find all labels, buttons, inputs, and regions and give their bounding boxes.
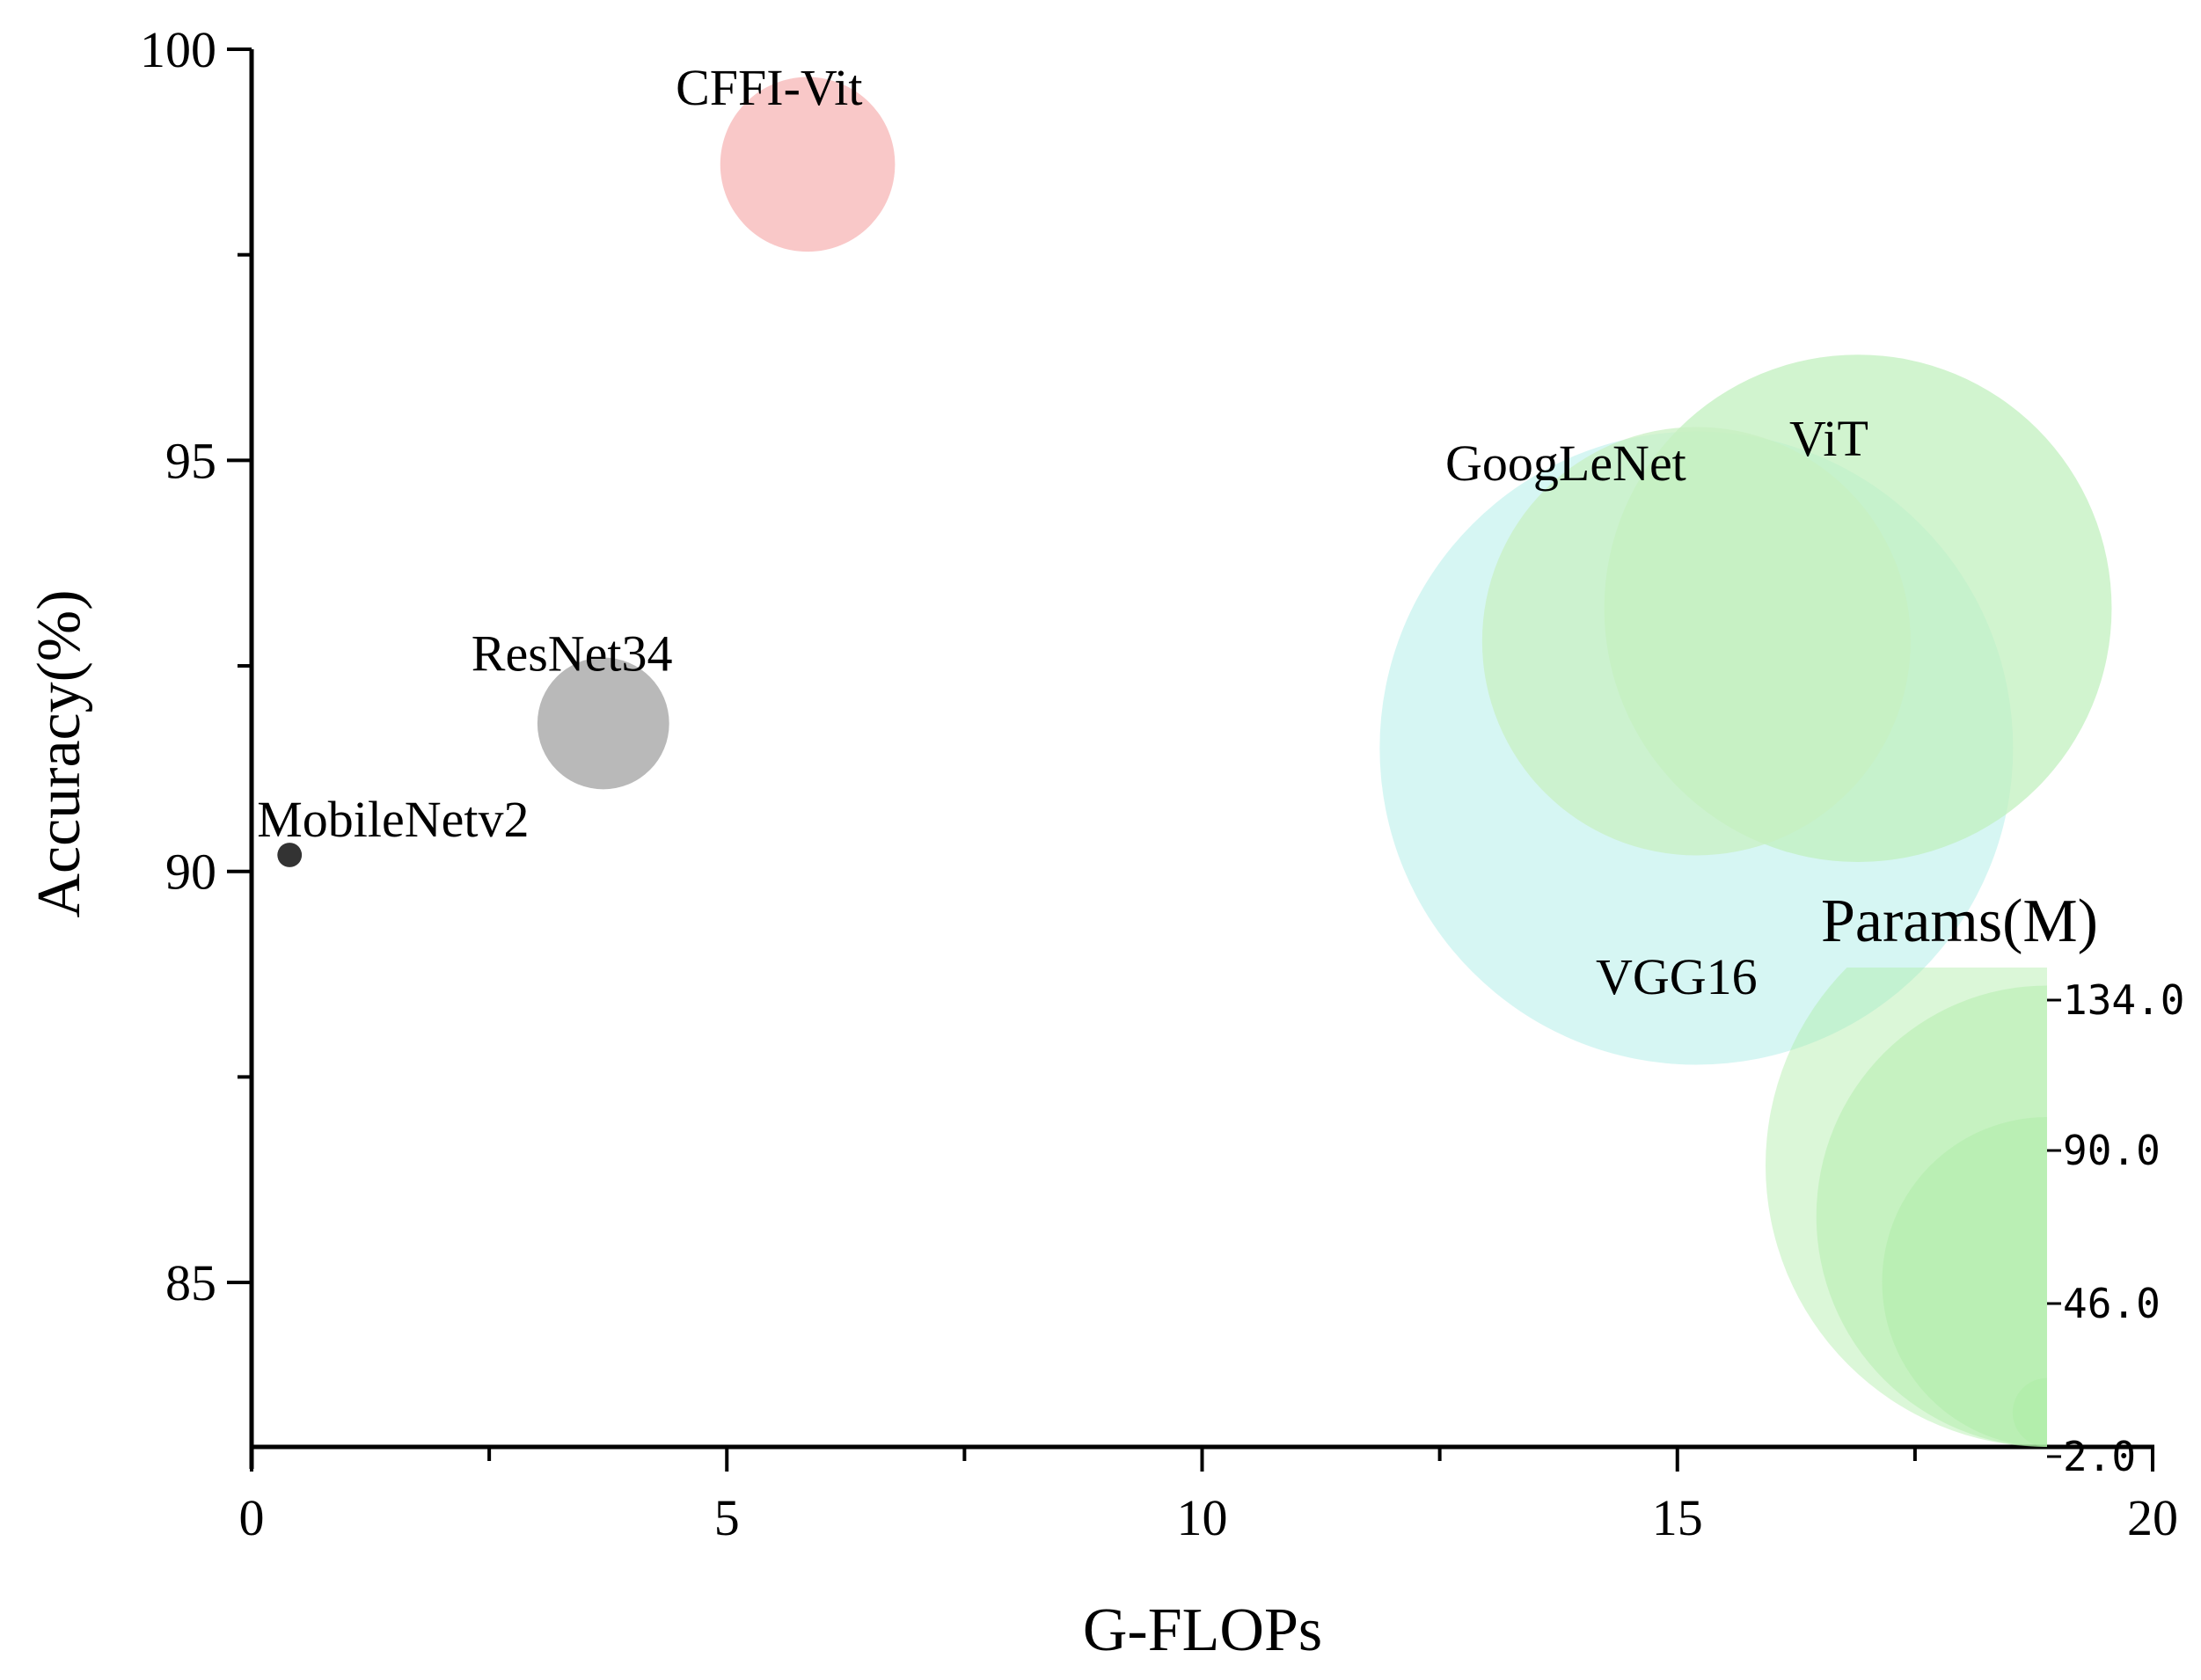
label-resnet34: ResNet34: [472, 625, 673, 682]
point-labels: CFFI-Vit GoogLeNet ViT ResNet34 MobileNetv2 V…: [257, 59, 1868, 1005]
label-vit: ViT: [1789, 410, 1868, 467]
bubble-googlenet: [1481, 427, 1911, 856]
label-googlenet: GoogLeNet: [1445, 435, 1686, 492]
x-tick-label: 5: [714, 1489, 740, 1546]
legend-bubble: [2012, 1377, 2047, 1447]
bubbles-layer: [277, 77, 2112, 1065]
x-tick-label: 0: [239, 1489, 265, 1546]
legend-bubble: [1816, 985, 2047, 1447]
y-tick-label: 90: [165, 844, 216, 901]
legend-tick-label: 46.0: [2063, 1280, 2161, 1327]
x-tick-label: 10: [1177, 1489, 1228, 1546]
x-tick-label: 20: [2127, 1489, 2178, 1546]
bubble-resnet34: [537, 657, 669, 790]
y-tick-label: 85: [165, 1254, 216, 1311]
label-cffi-vit: CFFI-Vit: [676, 59, 862, 116]
legend-tick-label: 2.0: [2063, 1433, 2136, 1480]
legend-tick-label: 90.0: [2063, 1127, 2161, 1174]
legend: Params(M) 134.0 90.0 46.0 2.0: [1766, 887, 2184, 1480]
axes: 0 5 10 15 20 85 90 95 100: [140, 21, 2178, 1546]
legend-tick-label: 134.0: [2063, 976, 2184, 1024]
y-tick-label: 95: [165, 432, 216, 489]
legend-bubble: [1766, 968, 2047, 1447]
legend-bubble: [1882, 1117, 2047, 1447]
legend-title: Params(M): [1821, 887, 2098, 955]
x-tick-label: 15: [1652, 1489, 1703, 1546]
bubble-cffi-vit: [720, 77, 896, 252]
y-tick-label: 100: [140, 21, 216, 78]
bubble-mobilenetv2: [277, 843, 303, 867]
x-axis-title: G-FLOPs: [1083, 1596, 1322, 1664]
legend-bubbles: [1766, 968, 2047, 1447]
label-vgg16: VGG16: [1596, 948, 1758, 1005]
label-mobilenetv2: MobileNetv2: [257, 791, 529, 848]
y-axis-title: Accuracy(%): [26, 589, 93, 917]
